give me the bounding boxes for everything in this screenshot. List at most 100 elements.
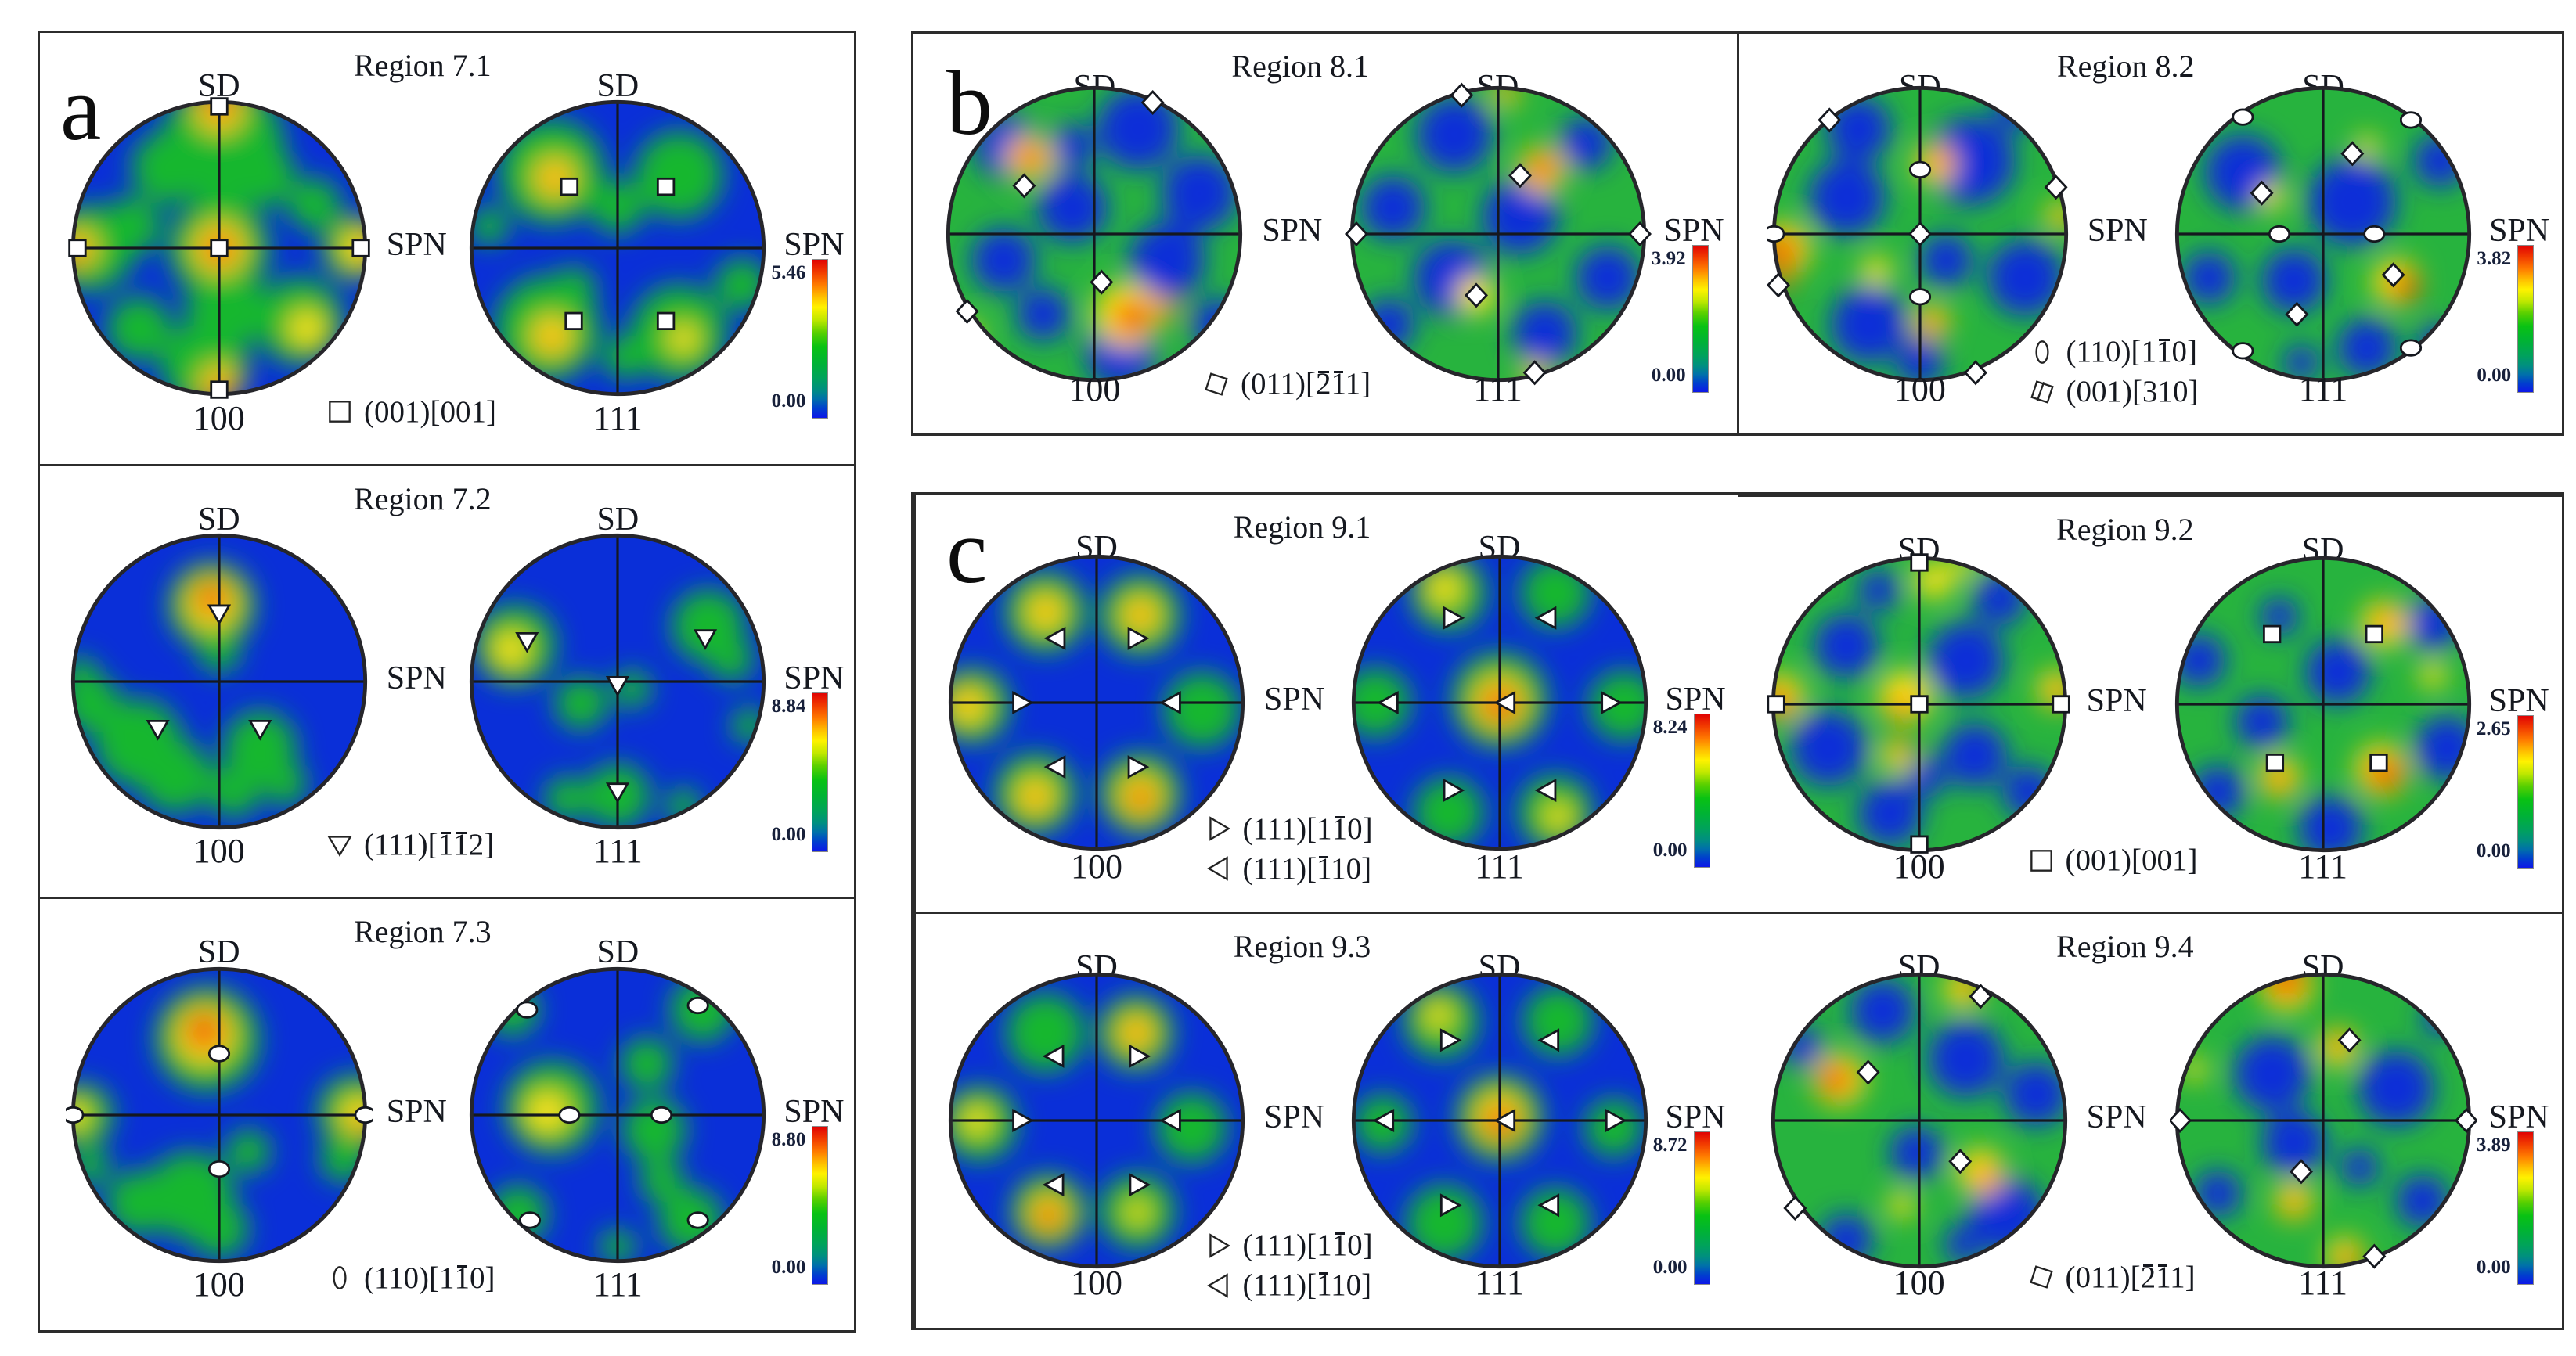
region-title: Region 8.2 bbox=[2056, 49, 2195, 84]
texture-legend: (111)[112] bbox=[325, 827, 494, 862]
region-7.2: Region 7.2 SD SD SPN SPN 100 111 (111)[1… bbox=[40, 463, 854, 897]
pole-figure-100 bbox=[1766, 85, 2068, 385]
dia-marker-icon bbox=[1012, 172, 1036, 198]
triangle-left-icon bbox=[1206, 856, 1228, 881]
spn-axis-label: SPN bbox=[2488, 1099, 2549, 1136]
panel-letter-b: b bbox=[946, 52, 993, 154]
sq-marker-icon bbox=[657, 311, 676, 331]
diamond-icon bbox=[1205, 372, 1228, 396]
circ-marker-icon bbox=[1766, 225, 1785, 243]
dia-marker-icon bbox=[1783, 1196, 1807, 1221]
panel-c: c Region 9.1 SD SD SPN SPN 100 111 (111)… bbox=[911, 492, 2564, 1330]
pole-figure-111 bbox=[1351, 555, 1648, 851]
legend-label: (001)[001] bbox=[2065, 843, 2198, 878]
texture-legend: (001)[001] bbox=[325, 394, 496, 430]
circ-marker-icon bbox=[558, 1106, 581, 1124]
diamond-slash-icon bbox=[2030, 380, 2054, 404]
pole-figure-label-111: 111 bbox=[1473, 370, 1522, 409]
dia-marker-icon bbox=[955, 298, 979, 324]
circ-marker-icon bbox=[2399, 338, 2423, 357]
pole-figure-111 bbox=[2169, 973, 2477, 1269]
colorbar-gradient bbox=[812, 259, 829, 419]
spn-axis-label: SPN bbox=[2488, 682, 2549, 719]
intensity-colorbar: 8.84 0.00 bbox=[772, 692, 829, 852]
pole-figure-111 bbox=[470, 966, 766, 1263]
tri-l-marker-icon bbox=[1159, 691, 1181, 715]
tri-r-marker-icon bbox=[1443, 779, 1465, 803]
legend-label: (111)[110] bbox=[1242, 1268, 1372, 1303]
tri-r-marker-icon bbox=[1127, 627, 1150, 651]
pole-figure-label-100: 100 bbox=[1071, 1264, 1122, 1303]
colorbar-max-value: 8.24 bbox=[1652, 717, 1688, 739]
region-7.1: Region 7.1 SD SD SPN SPN 100 111 (001)[0… bbox=[40, 33, 854, 464]
tri-l-marker-icon bbox=[1376, 691, 1399, 715]
dia-marker-icon bbox=[1908, 221, 1932, 246]
tri-d-marker-icon bbox=[207, 604, 231, 626]
sd-axis-label: SD bbox=[596, 934, 639, 971]
legend-entry: (011)[211] bbox=[1202, 366, 1371, 401]
texture-legend: (110)[110] (001)[310] bbox=[2027, 334, 2198, 409]
tri-l-marker-icon bbox=[1042, 1045, 1065, 1069]
intensity-colorbar: 2.65 0.00 bbox=[2477, 714, 2534, 869]
tri-r-marker-icon bbox=[1129, 1045, 1151, 1069]
legend-label: (001)[001] bbox=[364, 394, 496, 429]
pole-figure-100 bbox=[68, 97, 370, 400]
tri-d-marker-icon bbox=[606, 782, 630, 804]
tri-d-marker-icon bbox=[146, 720, 170, 741]
spn-axis-label: SPN bbox=[2489, 212, 2550, 249]
colorbar-min-value: 0.00 bbox=[771, 390, 806, 412]
circ-marker-icon bbox=[686, 996, 710, 1014]
pole-figure-100 bbox=[1767, 553, 2070, 854]
region-title: Region 9.1 bbox=[1233, 509, 1371, 545]
spn-axis-label: SPN bbox=[2087, 212, 2148, 249]
sq-marker-icon bbox=[210, 239, 229, 257]
pole-figure-111 bbox=[1344, 82, 1652, 385]
sq-marker-icon bbox=[560, 178, 579, 196]
panel-b: b Region 8.1 SD SD SPN SPN 100 111 (011)… bbox=[911, 31, 2564, 436]
tri-r-marker-icon bbox=[1443, 606, 1465, 631]
colorbar-gradient bbox=[2517, 1131, 2534, 1286]
dia-marker-icon bbox=[1449, 82, 1473, 108]
square-icon bbox=[2030, 849, 2052, 872]
spn-axis-label: SPN bbox=[386, 1093, 447, 1130]
legend-entry: (001)[001] bbox=[325, 394, 496, 430]
pole-figure-100 bbox=[1771, 973, 2067, 1269]
region-title: Region 9.3 bbox=[1233, 928, 1371, 964]
tri-r-marker-icon bbox=[1600, 691, 1623, 715]
panel-letter-c: c bbox=[946, 500, 988, 602]
tri-r-marker-icon bbox=[1129, 1173, 1151, 1197]
pole-figure-label-111: 111 bbox=[2298, 847, 2347, 886]
tri-d-marker-icon bbox=[694, 629, 718, 650]
tri-l-marker-icon bbox=[1043, 755, 1066, 779]
circ-marker-icon bbox=[354, 1106, 373, 1124]
pole-figure-100 bbox=[65, 966, 373, 1263]
colorbar-max-value: 2.65 bbox=[2476, 718, 2511, 739]
pole-figure-label-100: 100 bbox=[193, 832, 245, 871]
tri-d-marker-icon bbox=[247, 720, 272, 741]
colorbar-min-value: 0.00 bbox=[2477, 364, 2512, 386]
sd-axis-label: SD bbox=[596, 501, 639, 538]
circ-marker-icon bbox=[2363, 225, 2386, 243]
dia-marker-icon bbox=[2044, 174, 2068, 200]
region-title: Region 7.2 bbox=[354, 480, 492, 516]
triangle-left-icon bbox=[1206, 1272, 1228, 1298]
dia-marker-icon bbox=[2454, 1108, 2477, 1134]
pole-figure-label-111: 111 bbox=[593, 1264, 643, 1304]
sq-marker-icon bbox=[1767, 695, 1785, 714]
sq-marker-icon bbox=[210, 380, 229, 400]
colorbar-max-value: 3.89 bbox=[2476, 1135, 2511, 1156]
region-title: Region 9.4 bbox=[2056, 928, 2194, 964]
sd-axis-label: SD bbox=[197, 934, 240, 971]
colorbar-gradient bbox=[2517, 714, 2534, 869]
tri-l-marker-icon bbox=[1493, 691, 1515, 715]
dia-marker-icon bbox=[2250, 180, 2274, 206]
sq-marker-icon bbox=[68, 239, 87, 257]
circ-marker-icon bbox=[2268, 225, 2291, 243]
pole-figure-111 bbox=[470, 533, 766, 830]
sq-marker-icon bbox=[351, 239, 370, 257]
dia-marker-icon bbox=[1947, 1149, 1972, 1174]
sq-marker-icon bbox=[210, 97, 229, 116]
legend-label: (110)[110] bbox=[364, 1261, 495, 1295]
dia-marker-icon bbox=[2340, 140, 2365, 166]
colorbar-min-value: 0.00 bbox=[2476, 1257, 2511, 1279]
